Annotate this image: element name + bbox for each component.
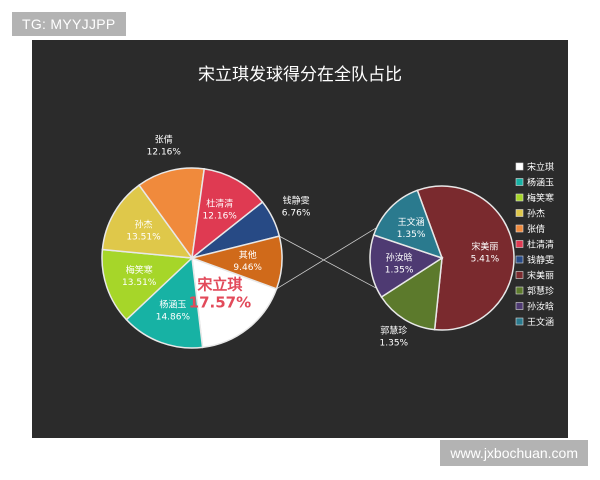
main-pie-slice bbox=[191, 167, 264, 260]
pie-of-pie-chart: 宋立琪发球得分在全队占比 宋立琪17.57%杨涵玉14.86%梅笑寒13.51%… bbox=[101, 65, 554, 349]
watermark: www.jxbochuan.com bbox=[440, 440, 588, 466]
sub-slice-name-label: 孙汝晗 bbox=[386, 251, 413, 263]
legend-swatch bbox=[515, 162, 524, 171]
main-pie-slice bbox=[101, 248, 194, 321]
sub-slice-percent-label: 1.35% bbox=[380, 338, 409, 348]
connector-line-top bbox=[276, 227, 377, 290]
legend-swatch bbox=[515, 255, 524, 264]
slice-percent-label: 13.51% bbox=[122, 278, 157, 288]
legend-label: 钱静雯 bbox=[527, 254, 554, 266]
sub-pie-slice bbox=[372, 189, 444, 260]
slice-name-label: 其他 bbox=[239, 249, 257, 261]
slice-percent-label: 14.86% bbox=[156, 312, 191, 322]
legend-swatch bbox=[515, 271, 524, 279]
legend-swatch bbox=[515, 178, 524, 186]
chart-panel: 宋立琪发球得分在全队占比 宋立琪 17.57% 杨涵玉 14.86% 梅笑寒 13.51%… bbox=[32, 40, 568, 438]
slice-name-label: 梅笑寒 bbox=[126, 264, 153, 276]
sub-pie-slice bbox=[416, 185, 515, 331]
connector-lines bbox=[276, 227, 377, 290]
sub-slice-name-label: 宋美丽 bbox=[471, 241, 498, 253]
slice-percent-label: 9.46% bbox=[233, 263, 262, 273]
main-pie-slice bbox=[138, 167, 206, 260]
legend-swatch bbox=[515, 209, 524, 217]
legend-label: 张倩 bbox=[527, 223, 545, 235]
main-pie-slice bbox=[101, 184, 194, 259]
legend-swatch bbox=[515, 240, 524, 248]
slice-name-label: 杨涵玉 bbox=[159, 298, 186, 310]
main-pie bbox=[101, 167, 283, 349]
legend-label: 孙汝晗 bbox=[527, 301, 554, 313]
legend-label: 宋美丽 bbox=[527, 270, 554, 282]
legend-swatch bbox=[515, 286, 524, 295]
slice-percent-label: 12.16% bbox=[147, 148, 182, 158]
legend-label: 王文涵 bbox=[527, 316, 554, 328]
main-pie-slice bbox=[125, 256, 204, 349]
slice-name-label: 杜清清 bbox=[206, 198, 233, 210]
slice-percent-label: 6.76% bbox=[282, 209, 311, 219]
legend-label: 孙杰 bbox=[527, 208, 545, 220]
sub-pie-slice bbox=[380, 256, 443, 331]
slice-percent-label: 12.16% bbox=[203, 212, 238, 222]
sub-slice-percent-label: 5.41% bbox=[471, 255, 500, 265]
main-pie-slice bbox=[189, 235, 283, 290]
slice-name-label: 钱静雯 bbox=[283, 195, 310, 207]
slice-percent-label: 13.51% bbox=[126, 232, 161, 242]
legend-label: 宋立琪 bbox=[527, 161, 554, 173]
slice-name-label: 宋立琪 bbox=[196, 275, 242, 293]
chart-title: 宋立琪发球得分在全队占比 bbox=[198, 65, 402, 85]
legend-label: 郭慧珍 bbox=[527, 285, 554, 297]
slice-name-label: 孙杰 bbox=[134, 218, 152, 230]
sub-slice-percent-label: 1.35% bbox=[385, 265, 414, 275]
legend-label: 杜清清 bbox=[527, 239, 554, 251]
sub-slice-percent-label: 1.35% bbox=[397, 230, 426, 240]
tag-label: TG: MYYJJPP bbox=[12, 12, 126, 36]
slice-name-label: 张倩 bbox=[155, 134, 173, 146]
sub-pie bbox=[369, 185, 515, 331]
main-pie-slice bbox=[191, 256, 278, 349]
legend-swatch bbox=[515, 302, 524, 310]
legend-swatch bbox=[515, 224, 524, 233]
slice-percent-label: 17.57% bbox=[189, 293, 251, 311]
legend-label: 杨涵玉 bbox=[527, 177, 554, 189]
legend-swatch bbox=[515, 193, 524, 202]
sub-slice-name-label: 郭慧珍 bbox=[380, 324, 407, 336]
legend-swatch bbox=[515, 317, 524, 326]
sub-slice-name-label: 王文涵 bbox=[398, 216, 425, 228]
connector-line-bottom bbox=[279, 235, 377, 289]
legend-label: 梅笑寒 bbox=[527, 192, 554, 204]
sub-pie-slice bbox=[369, 234, 444, 298]
